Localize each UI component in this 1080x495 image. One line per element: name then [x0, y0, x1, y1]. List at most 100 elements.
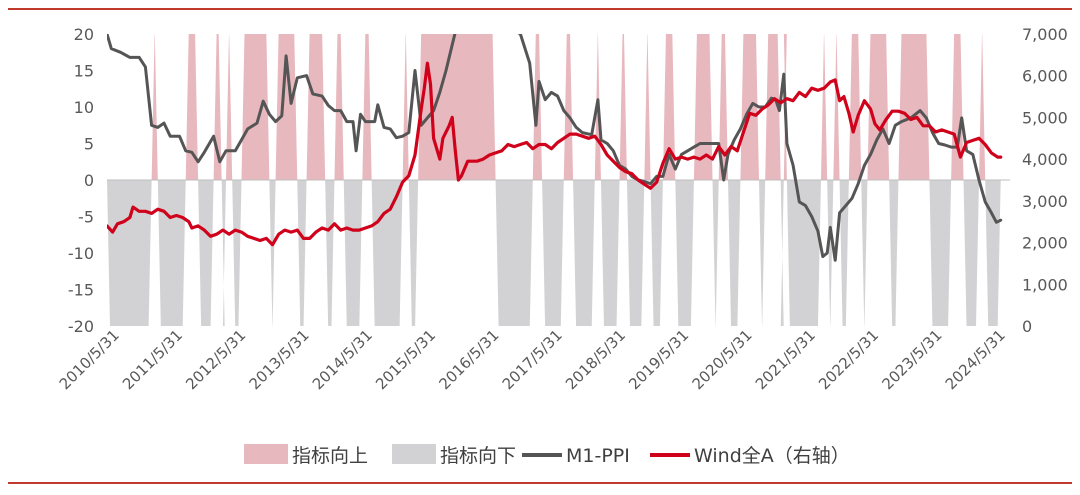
x-tick-label-9: 2019/5/31 — [625, 326, 692, 393]
right-tick-label-7: 0 — [1022, 317, 1032, 336]
region-down-8 — [232, 180, 242, 326]
region-up-37 — [718, 34, 729, 180]
x-tick-label-12: 2022/5/31 — [815, 326, 882, 393]
region-up-11 — [275, 34, 298, 180]
region-up-55 — [951, 34, 964, 180]
region-down-46 — [827, 180, 834, 326]
region-up-31 — [644, 34, 651, 180]
legend-label-0: 指标向上 — [292, 445, 368, 467]
region-down-28 — [600, 180, 620, 326]
series-lines — [107, 34, 1003, 262]
right-tick-label-0: 7,000 — [1022, 25, 1068, 44]
legend: 指标向上 指标向下 M1-PPI Wind全A（右轴） — [244, 444, 850, 467]
region-down-12 — [297, 180, 307, 326]
region-up-9 — [241, 34, 270, 180]
x-tick-label-3: 2013/5/31 — [246, 326, 313, 393]
right-tick-label-5: 2,000 — [1022, 234, 1068, 253]
region-down-42 — [780, 180, 784, 326]
region-down-58 — [985, 180, 1001, 326]
x-tick-label-6: 2016/5/31 — [435, 326, 502, 393]
left-tick-label-2: 10 — [74, 98, 94, 117]
region-down-50 — [861, 180, 868, 326]
left-axis: 20 15 10 5 0 -5 -10 -15 -20 — [68, 25, 94, 336]
left-tick-label-5: -5 — [78, 208, 94, 227]
left-tick-label-8: -20 — [68, 317, 94, 336]
region-down-4 — [198, 180, 214, 326]
right-tick-label-6: 1,000 — [1022, 275, 1068, 294]
right-tick-label-3: 4,000 — [1022, 150, 1068, 169]
region-down-48 — [839, 180, 849, 326]
left-tick-label-1: 15 — [74, 62, 94, 81]
region-up-41 — [765, 34, 781, 180]
x-tick-label-13: 2023/5/31 — [878, 326, 945, 393]
region-up-1 — [151, 34, 158, 180]
x-tick-label-5: 2015/5/31 — [372, 326, 439, 393]
right-axis: 7,000 6,000 5,000 4,000 3,000 2,000 1,000 0 — [1022, 25, 1068, 336]
region-down-44 — [786, 180, 821, 326]
region-down-26 — [573, 180, 595, 326]
x-tick-label-11: 2021/5/31 — [752, 326, 819, 393]
right-tick-label-4: 3,000 — [1022, 192, 1068, 211]
region-down-24 — [542, 180, 564, 326]
region-down-40 — [758, 180, 766, 326]
region-up-29 — [619, 34, 627, 180]
right-tick-label-2: 5,000 — [1022, 108, 1068, 127]
region-up-13 — [306, 34, 326, 180]
left-tick-label-6: -10 — [68, 244, 94, 263]
region-up-47 — [833, 34, 840, 180]
region-down-0 — [107, 180, 152, 326]
region-down-2 — [157, 180, 186, 326]
left-tick-label-0: 20 — [74, 25, 94, 44]
x-tick-label-0: 2010/5/31 — [56, 326, 123, 393]
region-up-15 — [334, 34, 344, 180]
region-up-49 — [848, 34, 862, 180]
region-down-10 — [269, 180, 276, 326]
series-line-m1-ppi — [107, 34, 1003, 262]
legend-label-3: Wind全A（右轴） — [694, 445, 850, 467]
region-up-45 — [820, 34, 828, 180]
region-down-54 — [929, 180, 952, 326]
left-tick-label-7: -15 — [68, 281, 94, 300]
region-down-34 — [675, 180, 694, 326]
region-down-16 — [343, 180, 363, 326]
series-line-wind-a — [107, 61, 1003, 247]
region-up-17 — [362, 34, 372, 180]
x-tick-label-14: 2024/5/31 — [942, 326, 1009, 393]
region-up-7 — [225, 34, 233, 180]
left-tick-label-4: 0 — [84, 171, 94, 190]
region-down-38 — [728, 180, 741, 326]
right-tick-label-1: 6,000 — [1022, 67, 1068, 86]
region-down-22 — [495, 180, 533, 326]
x-tick-label-7: 2017/5/31 — [499, 326, 566, 393]
region-up-33 — [662, 34, 676, 180]
x-tick-label-1: 2011/5/31 — [119, 326, 186, 393]
legend-label-2: M1-PPI — [566, 445, 630, 467]
legend-swatch-0 — [244, 444, 288, 464]
x-tick-label-4: 2014/5/31 — [309, 326, 376, 393]
left-tick-label-3: 5 — [84, 135, 94, 154]
region-up-53 — [898, 34, 930, 180]
region-down-20 — [408, 180, 419, 326]
region-up-3 — [185, 34, 199, 180]
region-up-51 — [867, 34, 890, 180]
region-down-18 — [371, 180, 403, 326]
x-tick-label-2: 2012/5/31 — [182, 326, 249, 393]
region-up-19 — [402, 34, 409, 180]
region-down-56 — [963, 180, 980, 326]
legend-label-1: 指标向下 — [440, 445, 516, 467]
legend-swatch-1 — [392, 444, 436, 464]
x-tick-label-10: 2020/5/31 — [689, 326, 756, 393]
x-axis: 2010/5/312011/5/312012/5/312013/5/312014… — [56, 326, 1009, 393]
region-up-21 — [418, 34, 496, 180]
x-tick-label-8: 2018/5/31 — [562, 326, 629, 393]
region-down-30 — [626, 180, 645, 326]
region-down-32 — [650, 180, 663, 326]
region-down-36 — [712, 180, 719, 326]
region-down-52 — [889, 180, 899, 326]
region-down-6 — [221, 180, 226, 326]
region-up-57 — [979, 34, 986, 180]
region-down-14 — [325, 180, 335, 326]
region-up-25 — [563, 34, 574, 180]
